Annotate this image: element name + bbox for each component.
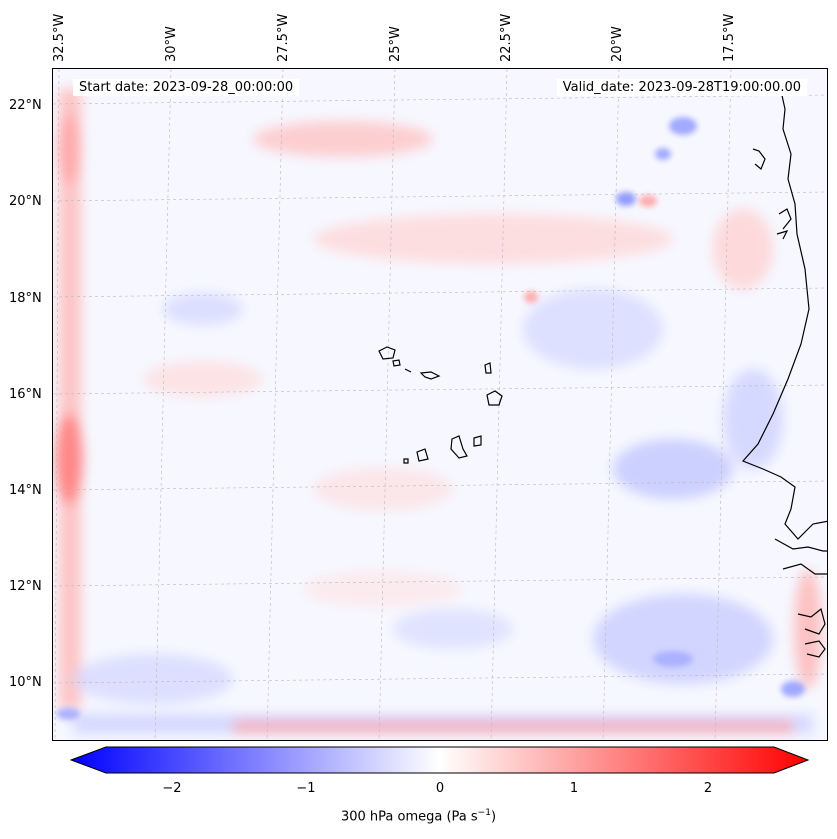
- colorbar-tick: −1: [296, 781, 316, 796]
- lon-label: 27.5°W: [276, 13, 291, 62]
- omega-field-map: [53, 69, 827, 740]
- lon-label: 32.5°W: [52, 13, 67, 62]
- colorbar-label-end: ): [490, 809, 497, 825]
- colorbar: [70, 746, 810, 774]
- colorbar-label: 300 hPa omega (Pa s−1): [0, 808, 837, 824]
- graticule: [53, 69, 827, 740]
- lon-label: 17.5°W: [722, 13, 737, 62]
- colorbar-tick: −2: [162, 781, 182, 796]
- coastlines: [741, 90, 827, 658]
- colorbar-label-exponent: −1: [477, 808, 491, 818]
- lat-label: 10°N: [9, 675, 42, 690]
- lon-label: 30°W: [164, 26, 179, 62]
- colorbar-tick: 0: [435, 781, 445, 796]
- lat-label: 16°N: [9, 387, 42, 402]
- cape-verde-islands: [378, 346, 503, 464]
- lat-label: 14°N: [9, 483, 42, 498]
- start-date-label: Start date: 2023-09-28_00:00:00: [73, 79, 300, 96]
- colorbar-tick: 1: [569, 781, 579, 796]
- colorbar-tick: 2: [703, 781, 713, 796]
- map-panel[interactable]: Start date: 2023-09-28_00:00:00 Valid_da…: [52, 68, 828, 741]
- omega-field-features: [56, 117, 805, 720]
- lat-label: 18°N: [9, 291, 42, 306]
- valid-date-label: Valid_date: 2023-09-28T19:00:00.00: [556, 79, 807, 96]
- omega-field-shading: [55, 89, 822, 734]
- lat-label: 12°N: [9, 579, 42, 594]
- lon-label: 20°W: [610, 26, 625, 62]
- colorbar-label-main: 300 hPa omega (Pa s: [340, 809, 478, 825]
- lat-label: 20°N: [9, 194, 42, 209]
- lat-label: 22°N: [9, 98, 42, 113]
- lon-label: 25°W: [388, 26, 403, 62]
- lon-label: 22.5°W: [499, 13, 514, 62]
